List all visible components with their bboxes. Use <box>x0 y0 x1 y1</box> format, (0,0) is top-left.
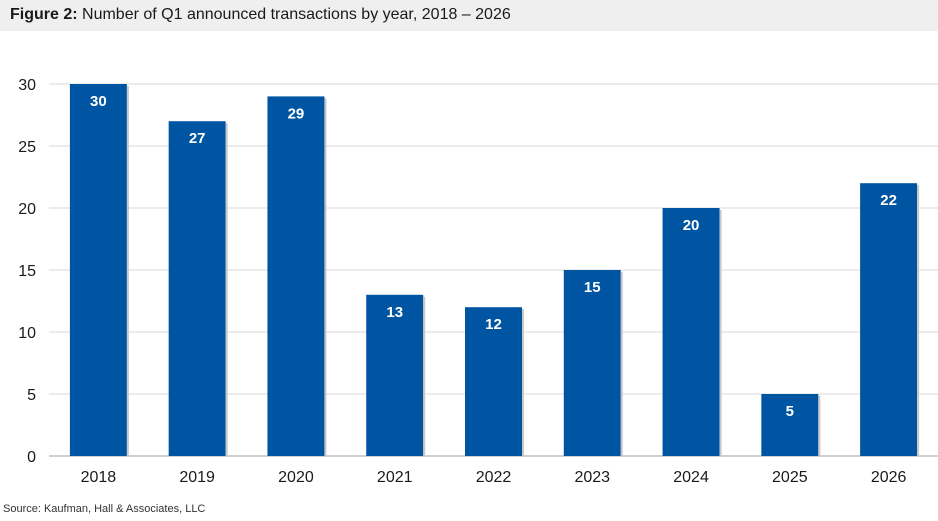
bar <box>465 307 522 456</box>
data-label: 29 <box>288 105 305 122</box>
data-label: 22 <box>880 192 897 209</box>
data-label: 5 <box>786 403 794 420</box>
bar <box>761 394 819 456</box>
bar <box>168 121 226 456</box>
bar <box>662 208 720 456</box>
bar-shadow <box>620 272 623 456</box>
data-label: 15 <box>584 279 601 296</box>
bar-shadow <box>225 123 228 456</box>
data-label: 13 <box>386 304 403 321</box>
bar-shadow <box>423 296 426 456</box>
y-tick-label: 25 <box>18 139 36 156</box>
figure-title-text: Number of Q1 announced transactions by y… <box>82 6 511 23</box>
bar <box>69 84 127 456</box>
bar-chart: 0510152025303020182720192920201320211220… <box>18 77 938 486</box>
figure-title: Figure 2: Number of Q1 announced transac… <box>10 6 511 24</box>
bar <box>860 183 918 456</box>
bar-shadow <box>324 98 327 457</box>
y-tick-label: 10 <box>18 325 36 342</box>
x-tick-label: 2019 <box>179 469 215 486</box>
x-tick-label: 2020 <box>278 469 314 486</box>
data-label: 27 <box>189 130 206 147</box>
data-label: 20 <box>683 217 700 234</box>
x-tick-label: 2021 <box>377 469 413 486</box>
bar-shadow <box>818 396 821 456</box>
y-tick-label: 5 <box>27 387 36 404</box>
figure-label: Figure 2: <box>10 6 78 23</box>
data-label: 12 <box>485 316 502 333</box>
bar <box>267 96 325 457</box>
bar <box>366 294 424 456</box>
x-tick-label: 2026 <box>871 469 907 486</box>
x-tick-label: 2023 <box>574 469 610 486</box>
x-tick-label: 2018 <box>81 469 117 486</box>
y-tick-label: 20 <box>18 201 36 218</box>
source-note: Source: Kaufman, Hall & Associates, LLC <box>3 503 206 515</box>
x-tick-label: 2025 <box>772 469 808 486</box>
y-tick-label: 30 <box>18 77 36 94</box>
bar-shadow <box>522 309 524 456</box>
bar-shadow <box>126 86 129 456</box>
data-label: 30 <box>90 93 107 110</box>
title-bar: Figure 2: Number of Q1 announced transac… <box>0 0 938 31</box>
x-tick-label: 2024 <box>673 469 709 486</box>
y-tick-label: 0 <box>27 449 36 466</box>
bar-shadow <box>719 210 722 456</box>
bar-shadow <box>917 185 920 456</box>
bar <box>563 270 621 456</box>
y-tick-label: 15 <box>18 263 36 280</box>
x-tick-label: 2022 <box>476 469 512 486</box>
